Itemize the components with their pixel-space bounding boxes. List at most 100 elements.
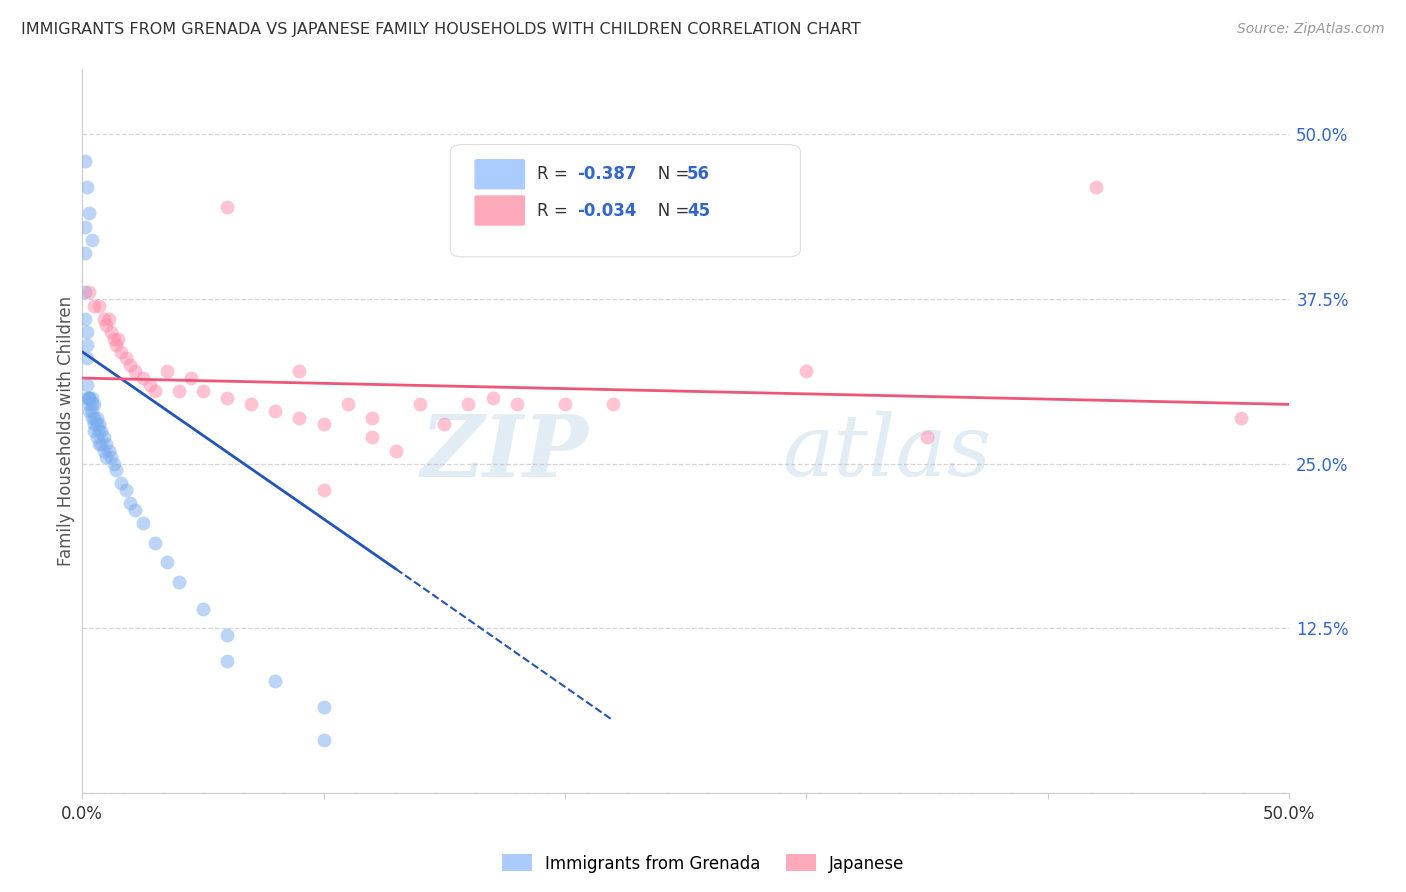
Point xyxy=(83,410,105,425)
Point xyxy=(103,332,125,346)
Point xyxy=(312,417,335,432)
FancyBboxPatch shape xyxy=(474,195,526,226)
Point xyxy=(79,206,101,220)
Point xyxy=(87,424,110,438)
Legend: Immigrants from Grenada, Japanese: Immigrants from Grenada, Japanese xyxy=(495,847,911,880)
Point xyxy=(114,351,136,366)
Point xyxy=(97,443,120,458)
Text: N =: N = xyxy=(643,202,695,219)
Point xyxy=(76,377,98,392)
Point xyxy=(73,311,96,326)
Point xyxy=(1085,180,1108,194)
Point xyxy=(215,654,238,668)
Point xyxy=(114,483,136,497)
Point xyxy=(90,437,112,451)
Point xyxy=(73,285,96,300)
Text: 56: 56 xyxy=(688,165,710,183)
Point xyxy=(602,397,624,411)
Point xyxy=(83,417,105,432)
Point xyxy=(360,430,382,444)
Text: R =: R = xyxy=(537,165,574,183)
Point xyxy=(110,344,132,359)
Point xyxy=(120,496,142,510)
Point xyxy=(110,476,132,491)
Point xyxy=(506,397,529,411)
Point xyxy=(336,397,359,411)
Point xyxy=(180,371,202,385)
Point xyxy=(100,325,122,339)
Point xyxy=(96,450,118,464)
Point xyxy=(264,673,287,688)
Point xyxy=(409,397,432,411)
Text: R =: R = xyxy=(537,202,574,219)
Point xyxy=(312,733,335,747)
Point xyxy=(915,430,938,444)
Point xyxy=(73,219,96,234)
Point xyxy=(312,700,335,714)
Point xyxy=(76,391,98,405)
Point xyxy=(87,299,110,313)
Point xyxy=(288,364,311,378)
Point xyxy=(83,299,105,313)
Point xyxy=(86,430,108,444)
Point xyxy=(156,364,179,378)
Point xyxy=(79,391,101,405)
Point xyxy=(76,351,98,366)
Point xyxy=(215,200,238,214)
Point xyxy=(80,410,103,425)
Point xyxy=(264,404,287,418)
Point xyxy=(675,219,697,234)
Text: 45: 45 xyxy=(688,202,710,219)
Point xyxy=(312,483,335,497)
Point xyxy=(131,516,153,530)
Point xyxy=(80,404,103,418)
Point xyxy=(124,364,146,378)
Point xyxy=(80,391,103,405)
Point xyxy=(240,397,263,411)
Text: Source: ZipAtlas.com: Source: ZipAtlas.com xyxy=(1237,22,1385,37)
Point xyxy=(79,391,101,405)
Text: -0.387: -0.387 xyxy=(576,165,637,183)
Point xyxy=(481,391,503,405)
Point xyxy=(87,437,110,451)
Point xyxy=(80,397,103,411)
Point xyxy=(554,397,576,411)
Point xyxy=(288,410,311,425)
Point xyxy=(93,311,115,326)
Point xyxy=(120,358,142,372)
Point xyxy=(83,424,105,438)
Point xyxy=(100,450,122,464)
Point xyxy=(76,180,98,194)
Text: N =: N = xyxy=(643,165,695,183)
Point xyxy=(80,233,103,247)
Point xyxy=(215,391,238,405)
Point xyxy=(86,410,108,425)
Point xyxy=(86,417,108,432)
Point xyxy=(433,417,456,432)
Point xyxy=(73,246,96,260)
Point xyxy=(107,332,129,346)
Point xyxy=(1230,410,1253,425)
Point xyxy=(385,443,408,458)
Point xyxy=(96,318,118,333)
Point xyxy=(104,463,127,477)
Point xyxy=(131,371,153,385)
Point xyxy=(103,457,125,471)
Point xyxy=(215,628,238,642)
Point xyxy=(79,285,101,300)
Point xyxy=(796,364,818,378)
Text: IMMIGRANTS FROM GRENADA VS JAPANESE FAMILY HOUSEHOLDS WITH CHILDREN CORRELATION : IMMIGRANTS FROM GRENADA VS JAPANESE FAMI… xyxy=(21,22,860,37)
FancyBboxPatch shape xyxy=(474,159,526,189)
Point xyxy=(73,153,96,168)
Point xyxy=(79,391,101,405)
Point xyxy=(360,410,382,425)
Point xyxy=(76,325,98,339)
Point xyxy=(104,338,127,352)
Point xyxy=(156,556,179,570)
Point xyxy=(139,377,162,392)
Point xyxy=(167,384,190,399)
Point xyxy=(76,338,98,352)
Text: -0.034: -0.034 xyxy=(576,202,637,219)
Point xyxy=(124,503,146,517)
Point xyxy=(83,397,105,411)
